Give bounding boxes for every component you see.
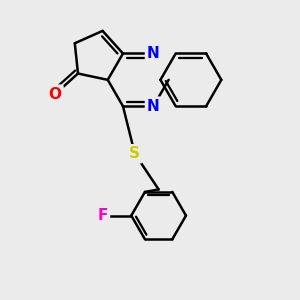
Text: S: S	[129, 146, 140, 161]
Text: N: N	[147, 46, 160, 61]
Text: F: F	[98, 208, 108, 223]
Text: O: O	[49, 87, 62, 102]
Text: N: N	[147, 99, 160, 114]
